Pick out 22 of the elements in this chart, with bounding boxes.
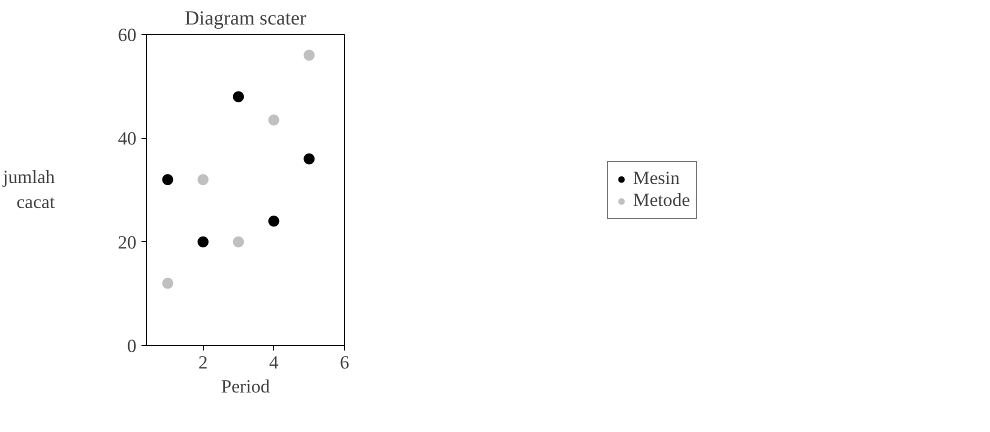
point	[268, 216, 280, 227]
point	[232, 91, 244, 102]
y-tick-label: 0	[127, 336, 136, 357]
y-axis-title: jumlah cacat	[2, 166, 56, 214]
legend-label: Mesin	[633, 168, 680, 190]
x-tick-label: 4	[269, 352, 280, 374]
x-tick-label: 6	[340, 352, 350, 374]
chart-title: Diagram scater	[184, 8, 307, 30]
x-axis-title: Period	[221, 376, 271, 398]
point	[198, 236, 209, 248]
legend-label: Metode	[633, 190, 690, 212]
point	[162, 174, 174, 186]
x-tick-label: 2	[198, 352, 208, 374]
point	[304, 50, 315, 61]
y-tick-label: 20	[118, 232, 136, 254]
point	[162, 278, 174, 289]
point	[232, 236, 244, 248]
y-tick-label: 40	[118, 128, 136, 150]
y-tick-label: 60	[118, 25, 136, 46]
point	[268, 114, 280, 126]
point	[198, 174, 209, 186]
point	[304, 153, 315, 164]
